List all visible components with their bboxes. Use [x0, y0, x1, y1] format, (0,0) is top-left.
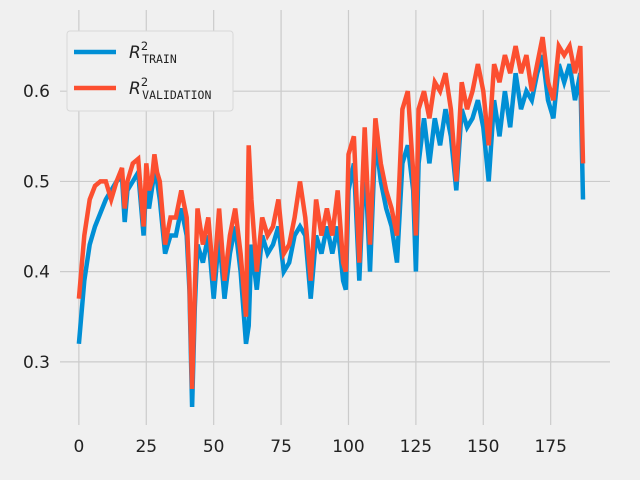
legend-label-validation: R2 VALIDATION	[129, 75, 211, 102]
y-tick-label: 0.5	[23, 172, 50, 192]
series	[76, 36, 586, 408]
x-tick-label: 25	[135, 437, 157, 457]
tick-labels: 0 25 50 75 100 125 150 175 0.3 0.4 0.5 0.6	[23, 82, 567, 457]
series-line-train	[76, 54, 586, 408]
x-tick-label: 100	[332, 437, 364, 457]
x-tick-label: 125	[400, 437, 432, 457]
y-tick-label: 0.3	[23, 353, 50, 373]
x-tick-label: 50	[203, 437, 225, 457]
y-tick-label: 0.6	[23, 82, 50, 102]
legend-label-train: R2 TRAIN	[129, 39, 177, 66]
legend: R2 TRAIN R2 VALIDATION	[66, 30, 234, 112]
x-tick-label: 0	[73, 437, 84, 457]
x-tick-label: 175	[534, 437, 566, 457]
y-tick-label: 0.4	[23, 263, 50, 283]
series-line-validation	[76, 36, 586, 389]
x-tick-label: 150	[467, 437, 499, 457]
x-tick-label: 75	[270, 437, 292, 457]
